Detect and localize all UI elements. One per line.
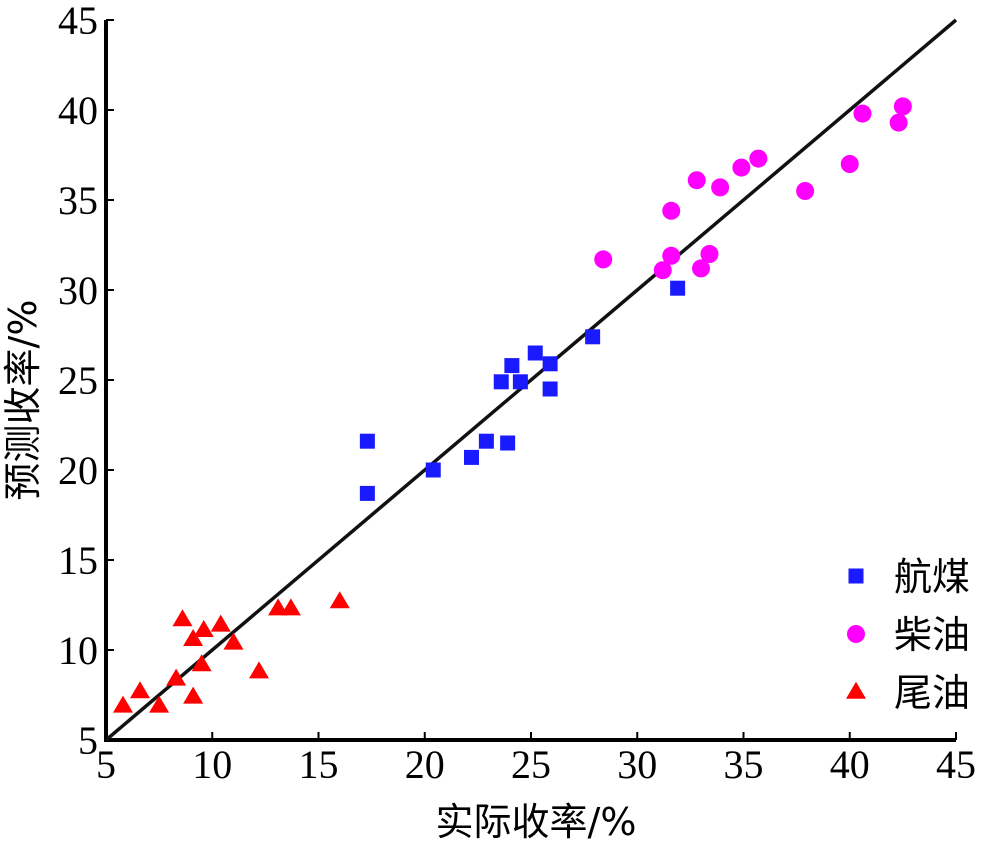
data-point-triangle <box>210 614 231 632</box>
data-point-triangle <box>183 686 204 704</box>
data-point-square <box>527 345 543 361</box>
data-point-triangle <box>183 629 204 646</box>
x-tick-label: 5 <box>96 742 116 787</box>
legend-label: 航煤 <box>894 555 970 599</box>
data-point-square <box>504 358 520 374</box>
x-tick-label: 40 <box>830 742 870 787</box>
x-tick-label: 15 <box>299 742 339 787</box>
data-point-square <box>500 435 516 451</box>
data-point-triangle <box>172 609 193 627</box>
data-point-square <box>359 433 375 449</box>
reference-line <box>104 18 958 742</box>
data-point-square <box>670 280 686 296</box>
data-point-circle <box>732 158 751 177</box>
data-point-square <box>512 374 528 390</box>
data-point-circle <box>594 250 613 269</box>
x-tick-label: 20 <box>405 742 445 787</box>
data-point-triangle <box>191 654 212 672</box>
data-point-circle <box>653 261 672 280</box>
data-point-triangle <box>130 681 150 699</box>
x-tick-label: 35 <box>724 742 764 787</box>
y-tick-label: 30 <box>58 268 98 313</box>
x-tick-label: 45 <box>936 742 976 787</box>
y-axis-title: 预测收率/% <box>1 300 45 501</box>
x-tick-label: 25 <box>511 742 551 787</box>
y-tick-label: 45 <box>58 0 98 43</box>
data-point-circle <box>700 245 719 263</box>
y-tick-label: 10 <box>58 628 98 673</box>
data-point-square <box>585 329 601 345</box>
y-tick-label: 25 <box>58 358 98 403</box>
data-point-circle <box>749 149 768 168</box>
data-point-circle <box>796 182 815 200</box>
legend-marker-square <box>848 568 864 584</box>
legend-label: 柴油 <box>894 613 970 657</box>
y-tick-label: 35 <box>58 178 98 223</box>
data-point-square <box>478 433 494 449</box>
legend-label: 尾油 <box>894 671 970 715</box>
data-point-circle <box>711 178 730 197</box>
data-point-triangle <box>149 695 170 713</box>
data-point-triangle <box>113 695 133 713</box>
data-points <box>113 97 912 713</box>
data-point-triangle <box>166 668 187 686</box>
data-point-triangle <box>280 598 301 616</box>
data-point-square <box>359 485 375 501</box>
data-point-square <box>464 449 479 465</box>
data-point-square <box>493 374 509 390</box>
y-tick-label: 40 <box>58 88 98 133</box>
y-tick-label: 20 <box>58 448 98 493</box>
data-point-triangle <box>193 620 214 637</box>
ticks: 5 10 15 20 25 30 35 40 45 5 10 15 20 25 30 35 40 45 <box>58 0 976 787</box>
data-point-circle <box>840 155 859 173</box>
y-tick-label: 15 <box>58 538 98 583</box>
x-axis-title: 实际收率/% <box>436 800 637 844</box>
x-tick-label: 30 <box>617 742 657 787</box>
data-point-circle <box>687 171 706 190</box>
data-point-triangle <box>249 661 269 679</box>
data-point-triangle <box>268 598 289 616</box>
data-point-square <box>542 356 558 372</box>
data-point-circle <box>889 113 908 132</box>
data-point-circle <box>893 97 912 116</box>
x-tick-label: 10 <box>192 742 232 787</box>
legend-marker-circle <box>847 625 865 643</box>
data-point-triangle <box>223 632 244 650</box>
data-point-triangle <box>329 591 350 609</box>
data-point-circle <box>692 259 710 278</box>
data-point-square <box>542 381 558 397</box>
data-point-circle <box>853 104 872 123</box>
data-point-circle <box>662 246 681 265</box>
y-tick-label: 5 <box>78 718 98 763</box>
data-point-circle <box>662 201 681 220</box>
legend-marker-triangle <box>846 681 866 699</box>
data-point-square <box>425 462 441 478</box>
